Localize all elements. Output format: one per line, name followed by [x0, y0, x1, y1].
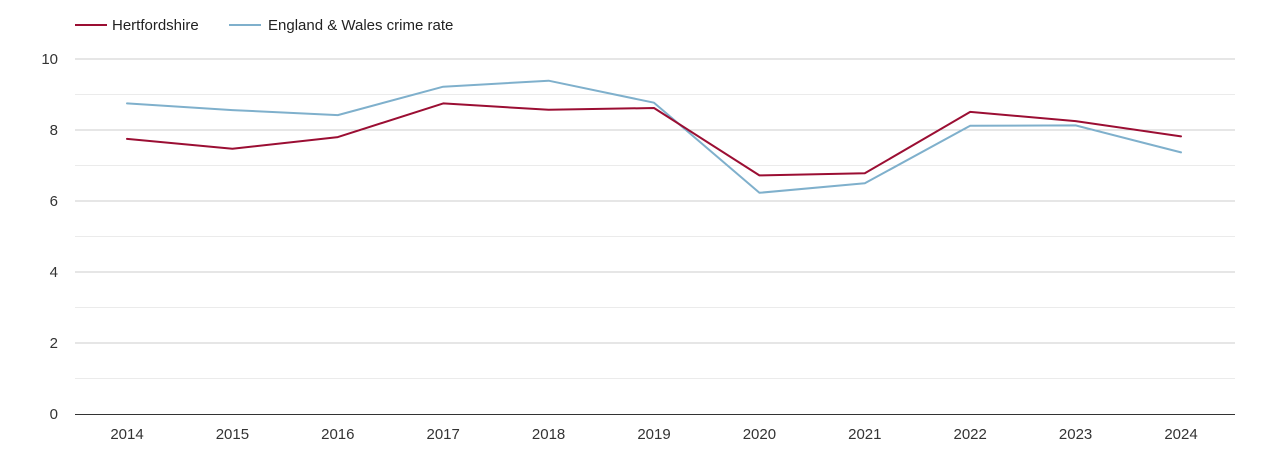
legend: Hertfordshire England & Wales crime rate: [75, 17, 453, 34]
x-tick-label: 2017: [427, 426, 460, 443]
y-tick-label: 8: [50, 122, 58, 139]
x-tick-label: 2015: [216, 426, 249, 443]
x-tick-label: 2021: [848, 426, 881, 443]
legend-label: Hertfordshire: [112, 17, 199, 34]
series-line-hertfordshire: [126, 102, 1182, 177]
series-lines: [126, 79, 1182, 194]
y-tick-label: 4: [50, 264, 58, 281]
x-tick-label: 2014: [110, 426, 143, 443]
y-tick-label: 10: [41, 51, 58, 68]
x-tick-label: 2023: [1059, 426, 1092, 443]
gridlines: [75, 58, 1235, 379]
legend-item-england-wales: England & Wales crime rate: [229, 17, 453, 34]
x-tick-label: 2018: [532, 426, 565, 443]
y-tick-label: 0: [50, 406, 58, 423]
x-tick-label: 2016: [321, 426, 354, 443]
legend-item-hertfordshire: Hertfordshire: [75, 17, 199, 34]
y-tick-label: 2: [50, 335, 58, 352]
x-axis: 2014 2015 2016 2017 2018 2019 2020 2021 2022 2023…: [75, 414, 1235, 443]
y-axis: 0 2 4 6 8 10: [41, 51, 58, 423]
y-tick-label: 6: [50, 193, 58, 210]
x-tick-label: 2024: [1164, 426, 1197, 443]
x-tick-label: 2022: [954, 426, 987, 443]
x-tick-label: 2020: [743, 426, 776, 443]
series-line-england-wales: [126, 79, 1182, 194]
x-tick-label: 2019: [637, 426, 670, 443]
legend-label: England & Wales crime rate: [268, 17, 453, 34]
